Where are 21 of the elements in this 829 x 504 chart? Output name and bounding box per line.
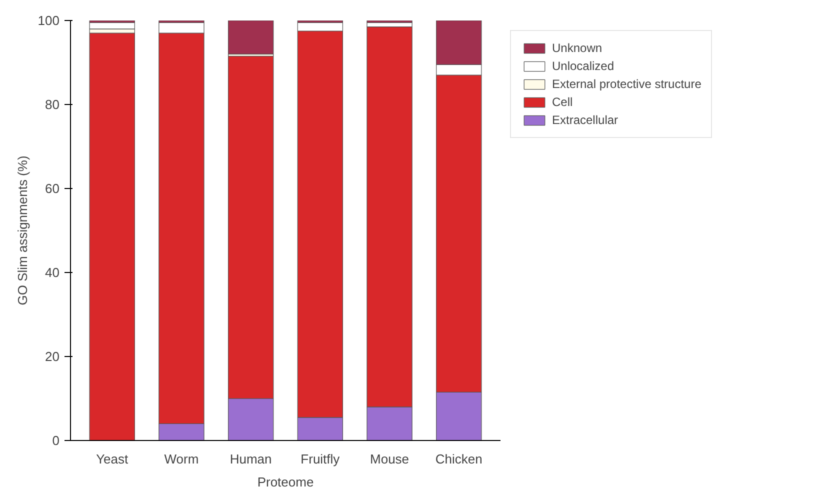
y-tick-label: 0 [52, 433, 60, 448]
legend-label: Cell [552, 95, 573, 109]
x-axis-title: Proteome [257, 474, 314, 490]
y-tick-label: 40 [45, 265, 60, 280]
x-tick-label: Worm [164, 452, 199, 466]
y-axis-title: GO Slim assignments (%) [14, 156, 30, 306]
legend-label: Extracellular [552, 113, 618, 127]
bar [228, 20, 274, 54]
legend-label: Unlocalized [552, 59, 614, 73]
y-tick-label: 80 [45, 97, 60, 112]
legend-label: External protective structure [552, 77, 702, 91]
x-tick-label: Yeast [96, 452, 129, 466]
y-tick-label: 20 [45, 349, 60, 364]
x-tick-label: Fruitfly [300, 452, 340, 466]
bar [89, 32, 135, 440]
y-tick-label: 60 [45, 181, 60, 196]
x-tick-label: Human [230, 452, 272, 466]
legend-label: Unknown [552, 41, 602, 55]
x-tick-label: Mouse [370, 452, 410, 466]
y-tick-label: 100 [38, 13, 60, 28]
x-tick-label: Chicken [435, 452, 482, 466]
